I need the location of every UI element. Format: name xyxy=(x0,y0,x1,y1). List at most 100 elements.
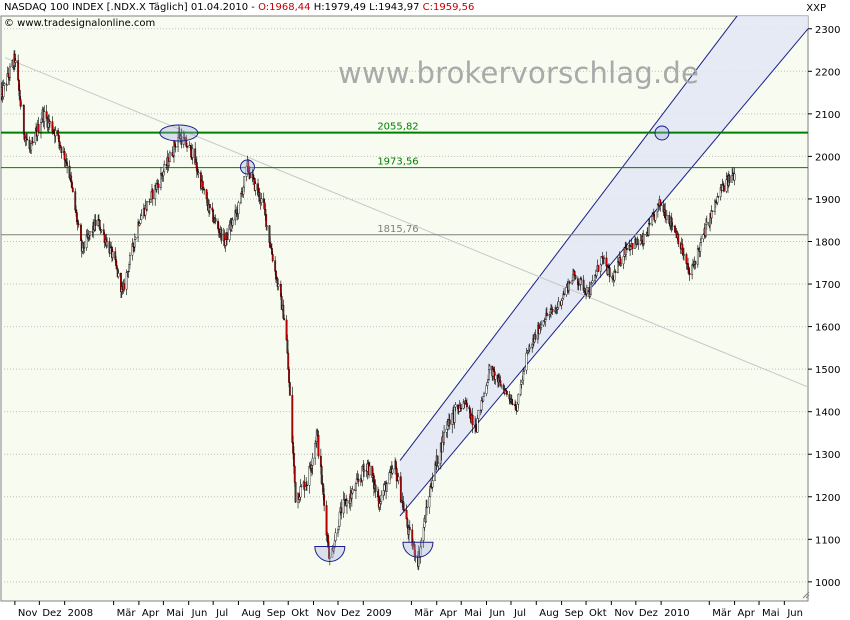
candle-body xyxy=(520,381,523,385)
candle-body xyxy=(201,180,204,188)
candle xyxy=(625,243,628,254)
candle-body xyxy=(576,278,579,285)
candle-body xyxy=(557,301,560,308)
marker-bowl xyxy=(314,545,346,562)
candle-body xyxy=(506,390,508,395)
candle xyxy=(248,165,251,180)
candle-body xyxy=(733,173,736,181)
candle-body xyxy=(397,476,400,481)
y-tick-label: 2100 xyxy=(815,110,840,121)
candle-body xyxy=(482,395,485,402)
candle xyxy=(654,211,657,224)
candle-body xyxy=(540,324,543,328)
candle-body xyxy=(725,179,728,192)
candle-body xyxy=(186,146,188,148)
candle xyxy=(620,258,623,267)
y-tick-label: 1900 xyxy=(815,195,840,206)
candle-body xyxy=(480,400,483,411)
x-tick-label: Apr xyxy=(738,608,756,619)
candle-body xyxy=(71,181,73,188)
candle-body xyxy=(591,280,594,284)
candle-body xyxy=(531,343,534,348)
candle xyxy=(568,280,571,285)
candle-body xyxy=(494,374,497,380)
candle-body xyxy=(132,243,135,248)
candle-body xyxy=(180,135,183,145)
candle-body xyxy=(205,189,208,199)
candle xyxy=(169,150,171,163)
candle xyxy=(683,247,685,261)
candle-body xyxy=(486,382,489,386)
candle-body xyxy=(487,379,490,383)
copyright-note: © www.tradesignalonline.com xyxy=(4,18,156,29)
candle-body xyxy=(102,229,105,235)
close-value: C:1959,56 xyxy=(422,2,475,13)
candle-body xyxy=(572,274,574,281)
candle xyxy=(403,502,405,513)
candle xyxy=(300,484,303,488)
candle-body xyxy=(191,148,194,158)
candle-body xyxy=(510,399,513,405)
candle xyxy=(717,195,720,198)
candle-body xyxy=(291,395,294,443)
candle-body xyxy=(521,379,524,383)
candle-body xyxy=(426,506,428,509)
candle xyxy=(340,499,343,520)
candle-body xyxy=(314,442,317,459)
candle-body xyxy=(264,209,267,215)
candle xyxy=(123,278,126,292)
candle-body xyxy=(202,187,205,190)
y-tick-label: 1600 xyxy=(815,323,840,334)
candle-body xyxy=(98,219,101,230)
candle-body xyxy=(214,218,217,222)
candle-body xyxy=(648,223,651,225)
candle-body xyxy=(288,382,291,396)
candle-body xyxy=(269,242,272,247)
x-tick-label: Aug xyxy=(241,608,261,619)
candle xyxy=(77,219,80,228)
level-label: 1973,56 xyxy=(377,157,418,168)
y-tick-label: 1700 xyxy=(815,280,840,291)
candle-body xyxy=(109,247,112,254)
candle-body xyxy=(173,141,176,147)
candle xyxy=(380,490,383,505)
candle-body xyxy=(299,486,302,498)
candle-body xyxy=(705,221,708,225)
resize-grip-icon[interactable] xyxy=(802,591,810,599)
candle-body xyxy=(696,248,699,265)
y-axis: 1000 1100 1200 1300 1400 1500 1600 1700 1800 1900… xyxy=(808,25,840,589)
candle-body xyxy=(580,278,583,281)
candle-body xyxy=(100,229,103,232)
candle-body xyxy=(40,122,42,133)
candle-body xyxy=(129,255,131,265)
candle xyxy=(129,252,131,269)
candle-body xyxy=(70,175,73,183)
candle-body xyxy=(660,204,663,206)
x-tick-label: Jun xyxy=(786,608,803,619)
channel-upper-line xyxy=(399,16,738,461)
candle-body xyxy=(527,350,530,353)
candle-body xyxy=(279,283,282,297)
candle-body xyxy=(2,85,5,98)
y-tick-label: 1000 xyxy=(815,578,840,589)
candle-body xyxy=(563,293,565,295)
candle-body xyxy=(622,256,625,265)
candle-body xyxy=(608,267,611,278)
candle-body xyxy=(217,228,220,233)
candle-body xyxy=(342,499,345,514)
candle xyxy=(243,176,246,193)
candle-body xyxy=(549,311,552,315)
candle xyxy=(431,472,434,492)
candle-body xyxy=(431,480,434,488)
candle xyxy=(420,537,423,550)
candle xyxy=(665,210,668,224)
candle xyxy=(111,249,114,261)
x-tick-label: 2009 xyxy=(366,608,391,619)
candle-body xyxy=(22,104,25,135)
candle-body xyxy=(551,308,554,312)
candle-body xyxy=(469,408,472,419)
candle-body xyxy=(625,248,628,251)
candle-body xyxy=(437,462,440,467)
candle-body xyxy=(28,139,31,149)
candle-body xyxy=(265,214,268,228)
